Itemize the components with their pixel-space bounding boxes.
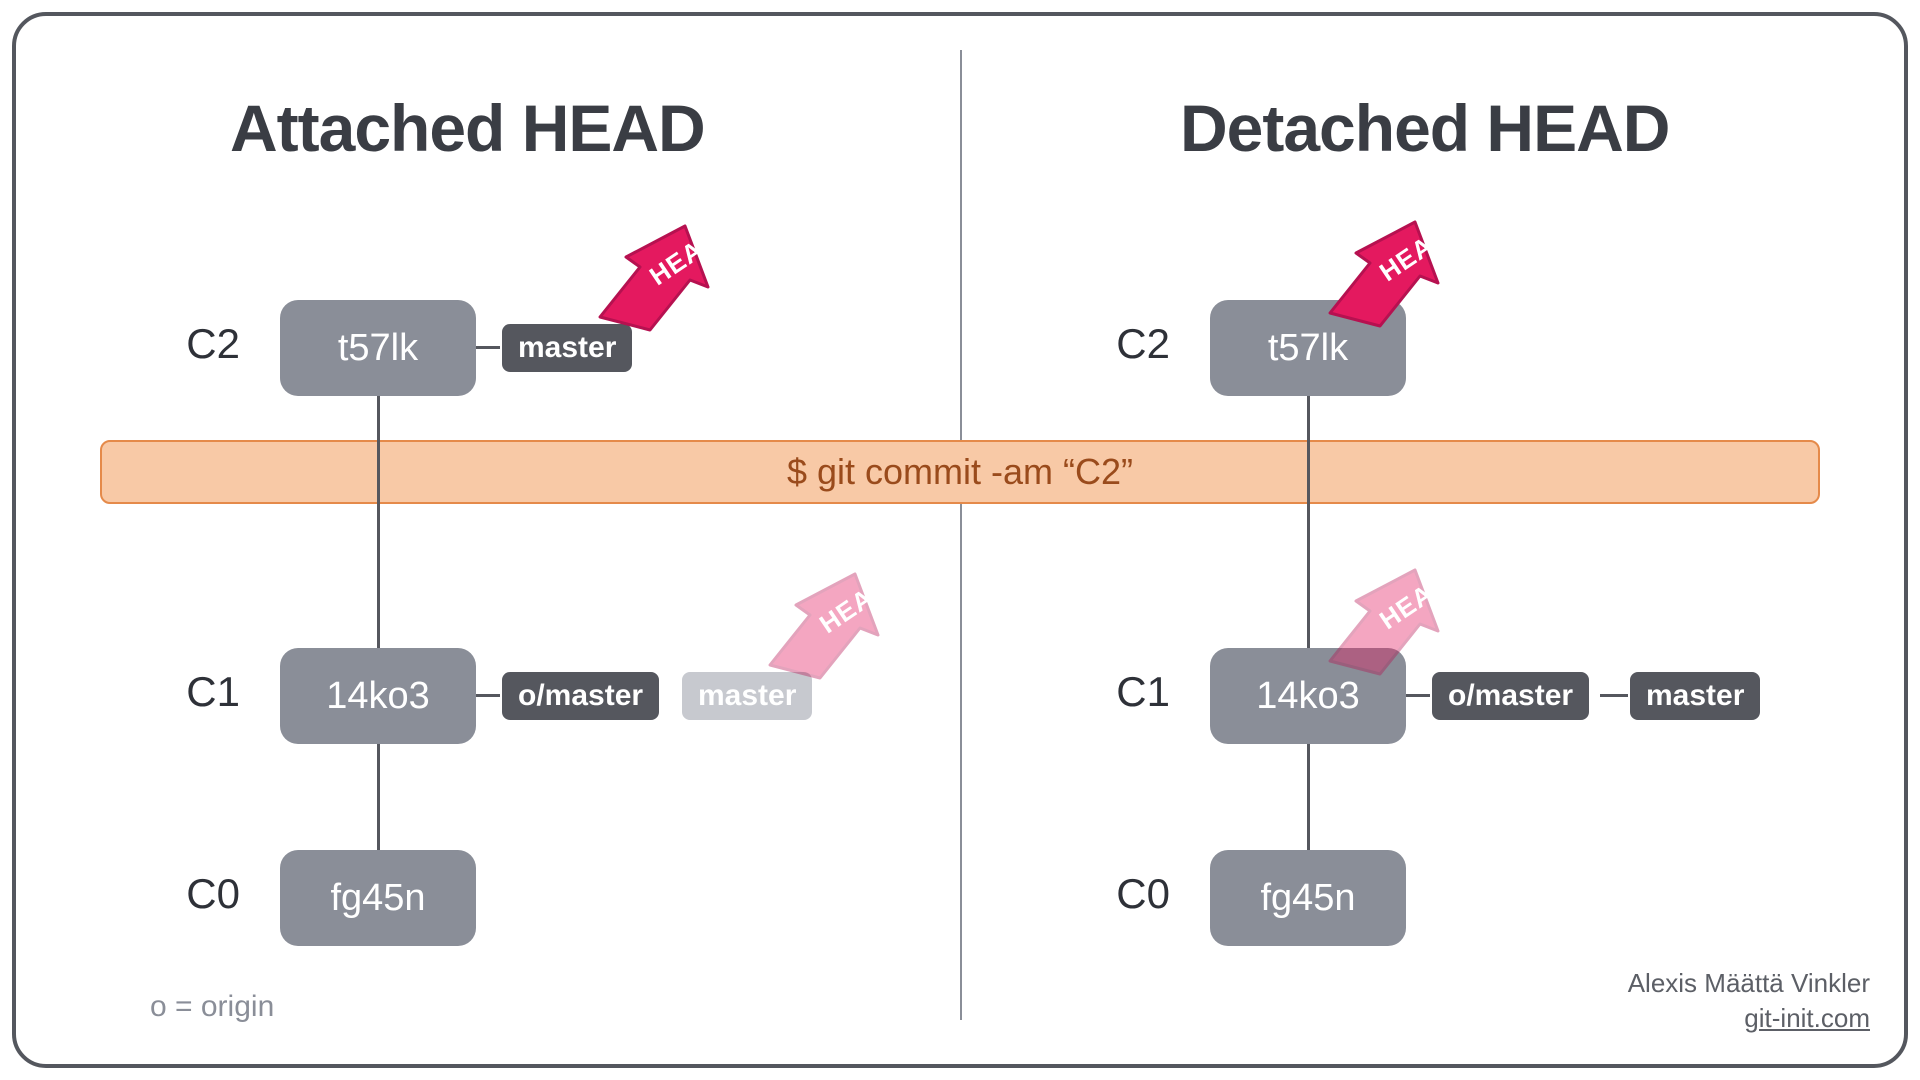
vertical-divider <box>960 50 962 1020</box>
right-c1-branch-master: master <box>1628 670 1762 722</box>
right-c0-hash: fg45n <box>1260 877 1355 920</box>
right-c1-hash: 14ko3 <box>1256 675 1360 718</box>
right-c1-label: C1 <box>1090 668 1170 716</box>
right-commit-line <box>1307 370 1310 900</box>
left-c1-branch-omaster-text: o/master <box>518 679 643 713</box>
left-c1-label: C1 <box>160 668 240 716</box>
left-commit-line <box>377 370 380 900</box>
left-c0-box: fg45n <box>280 850 476 946</box>
left-c2-branch-connector <box>476 346 500 349</box>
left-c1-hash: 14ko3 <box>326 675 430 718</box>
command-text: $ git commit -am “C2” <box>787 451 1133 493</box>
right-c0-box: fg45n <box>1210 850 1406 946</box>
credit-author: Alexis Määttä Vinkler <box>1628 966 1870 1001</box>
title-left: Attached HEAD <box>230 90 705 166</box>
left-c2-label: C2 <box>160 320 240 368</box>
credit-block: Alexis Määttä Vinkler git-init.com <box>1628 966 1870 1036</box>
left-c2-branch-master-text: master <box>518 331 616 365</box>
right-c1-branch-connector2 <box>1600 694 1628 697</box>
right-c1-branch-connector <box>1406 694 1430 697</box>
head-arrow-left-mid: HEAD <box>760 560 920 680</box>
right-c0-label: C0 <box>1090 870 1170 918</box>
left-c1-branch-omaster: o/master <box>500 670 661 722</box>
left-c2-box: t57lk <box>280 300 476 396</box>
right-c2-label: C2 <box>1090 320 1170 368</box>
right-c1-branch-master-text: master <box>1646 679 1744 713</box>
right-c1-branch-omaster: o/master <box>1430 670 1591 722</box>
head-arrow-right-mid: HEAD <box>1320 556 1480 676</box>
command-bar: $ git commit -am “C2” <box>100 440 1820 504</box>
title-right: Detached HEAD <box>1180 90 1669 166</box>
left-c1-branch-connector <box>476 694 500 697</box>
right-c1-branch-omaster-text: o/master <box>1448 679 1573 713</box>
left-c2-hash: t57lk <box>338 327 418 370</box>
head-arrow-right-top: HEAD <box>1320 208 1480 328</box>
credit-site: git-init.com <box>1628 1001 1870 1036</box>
left-c1-box: 14ko3 <box>280 648 476 744</box>
left-c0-label: C0 <box>160 870 240 918</box>
right-c2-hash: t57lk <box>1268 327 1348 370</box>
left-c1-branch-master-faded-text: master <box>698 679 796 713</box>
legend-text: o = origin <box>150 990 274 1024</box>
left-c0-hash: fg45n <box>330 877 425 920</box>
head-arrow-left-top: HEAD <box>590 212 750 332</box>
